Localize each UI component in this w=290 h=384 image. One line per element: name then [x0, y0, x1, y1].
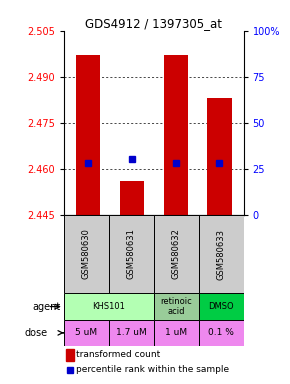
Bar: [199, 293, 244, 320]
Bar: [207, 98, 231, 215]
Text: agent: agent: [32, 301, 60, 311]
Bar: [199, 215, 244, 293]
Bar: [120, 181, 144, 215]
Bar: [154, 215, 199, 293]
Text: GSM580632: GSM580632: [172, 228, 181, 280]
Text: transformed count: transformed count: [76, 350, 161, 359]
Text: GSM580633: GSM580633: [217, 228, 226, 280]
Bar: [76, 55, 100, 215]
Bar: [154, 320, 199, 346]
Text: DMSO: DMSO: [208, 302, 234, 311]
Bar: [199, 320, 244, 346]
Bar: [109, 215, 154, 293]
Text: 1 uM: 1 uM: [165, 328, 187, 338]
Text: GSM580631: GSM580631: [127, 228, 136, 280]
Bar: [154, 293, 199, 320]
Bar: [164, 55, 188, 215]
Bar: [66, 349, 74, 361]
Text: KHS101: KHS101: [92, 302, 125, 311]
Text: 1.7 uM: 1.7 uM: [116, 328, 147, 338]
Text: 0.1 %: 0.1 %: [208, 328, 234, 338]
Text: dose: dose: [24, 328, 48, 338]
Text: 5 uM: 5 uM: [75, 328, 97, 338]
Text: GSM580630: GSM580630: [82, 228, 91, 280]
Text: retinoic
acid: retinoic acid: [160, 297, 192, 316]
Bar: [64, 215, 109, 293]
Bar: [109, 320, 154, 346]
Bar: [64, 320, 109, 346]
Text: percentile rank within the sample: percentile rank within the sample: [76, 366, 229, 374]
Title: GDS4912 / 1397305_at: GDS4912 / 1397305_at: [85, 17, 222, 30]
Bar: [64, 293, 154, 320]
